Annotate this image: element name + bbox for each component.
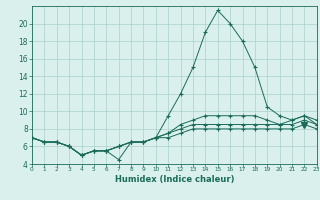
X-axis label: Humidex (Indice chaleur): Humidex (Indice chaleur) [115, 175, 234, 184]
